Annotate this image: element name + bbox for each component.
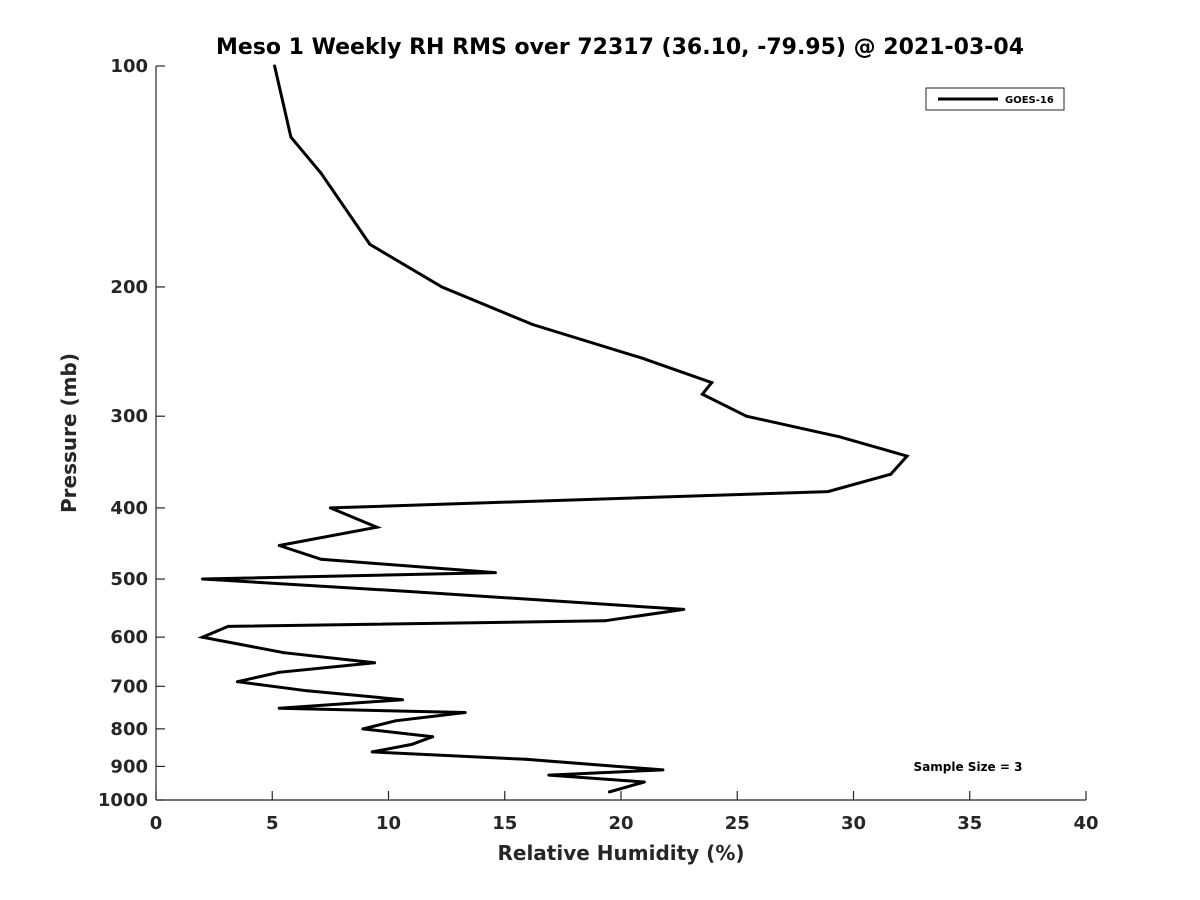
data-point [235,680,239,684]
x-axis-label: Relative Humidity (%) [497,841,744,865]
y-tick-label: 1000 [98,790,148,811]
data-point [368,242,372,246]
x-tick-label: 35 [957,813,982,834]
y-tick-label: 400 [110,498,148,519]
data-point [889,472,893,476]
x-tick-label: 30 [841,813,866,834]
data-point [361,727,365,731]
sample-size-annotation: Sample Size = 3 [914,760,1023,774]
y-tick-label: 300 [110,406,148,427]
data-point [826,490,830,494]
data-point [201,635,204,639]
data-point [407,590,411,593]
data-point [524,757,528,761]
data-point [370,750,374,754]
data-point [603,619,607,623]
data-point [289,135,293,139]
y-tick-label: 800 [110,719,148,740]
data-point [394,719,397,723]
data-point [661,768,665,772]
x-tick-label: 40 [1073,813,1098,834]
data-point [305,689,309,693]
legend: GOES-16 [925,87,1065,111]
x-tick-label: 0 [150,813,163,834]
data-point [328,506,332,510]
data-point [201,577,204,581]
legend-label-goes-16: GOES-16 [1005,95,1054,106]
y-tick-label: 100 [110,56,148,77]
data-point [401,698,404,702]
data-point [373,661,377,665]
data-point [431,735,435,739]
data-point [319,557,323,561]
data-point [226,624,230,628]
data-point [277,670,281,674]
data-point [710,381,714,385]
data-point [607,790,611,794]
data-point [640,356,644,360]
y-tick-label: 900 [110,756,148,777]
y-tick-label: 200 [110,277,148,298]
y-axis-label: Pressure (mb) [57,353,81,513]
data-point [375,525,379,529]
x-tick-label: 10 [376,813,401,834]
y-axis-ticks: 100 200 300 400 500 600 700 800 900 1000 [98,56,165,811]
data-point [273,64,277,68]
data-point [642,780,646,784]
data-point [282,651,286,655]
data-point [410,742,414,746]
data-point [682,607,686,611]
data-point [440,285,444,289]
data-point [277,544,281,547]
data-point [745,414,748,418]
data-point [493,571,497,575]
x-tick-label: 5 [266,813,279,834]
y-tick-label: 700 [110,676,148,697]
data-point [531,323,535,326]
x-axis-ticks: 0 5 10 15 20 25 30 35 40 [150,791,1099,834]
data-point [277,706,281,710]
y-tick-label: 500 [110,569,148,590]
data-point [905,454,909,458]
x-tick-label: 25 [725,813,750,834]
data-point [319,171,323,175]
chart-title: Meso 1 Weekly RH RMS over 72317 (36.10, … [216,35,1024,60]
x-tick-label: 15 [492,813,517,834]
data-point [463,711,467,714]
data-point [700,392,704,396]
data-point [547,773,551,777]
data-point [838,435,841,439]
series-layer [197,64,910,794]
y-tick-label: 600 [110,627,148,648]
x-tick-label: 20 [608,813,633,834]
